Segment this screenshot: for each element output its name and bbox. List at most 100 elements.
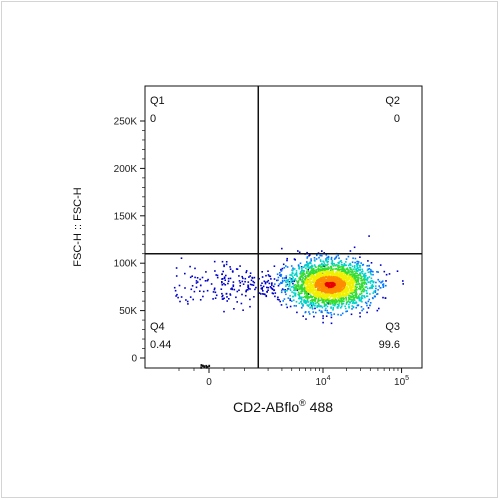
data-point — [304, 281, 307, 283]
data-point — [306, 251, 308, 254]
data-point — [261, 287, 264, 289]
data-point — [307, 282, 309, 284]
data-point — [342, 302, 345, 305]
data-point — [341, 293, 344, 296]
data-point — [373, 290, 375, 293]
data-point — [311, 296, 313, 298]
data-point — [310, 258, 312, 260]
data-point — [339, 286, 342, 289]
data-point — [306, 279, 308, 282]
data-point — [371, 287, 373, 289]
data-point — [307, 305, 310, 307]
data-point — [292, 276, 294, 279]
data-point — [332, 263, 334, 265]
data-point — [260, 293, 262, 295]
data-point — [348, 263, 351, 266]
data-point — [346, 281, 348, 283]
data-point — [342, 277, 345, 280]
data-point — [295, 279, 297, 282]
data-point — [312, 302, 314, 304]
data-point — [322, 317, 324, 320]
data-point — [271, 282, 273, 284]
data-point — [351, 298, 353, 301]
data-point — [366, 311, 368, 314]
data-point — [344, 271, 347, 273]
data-point — [318, 294, 320, 296]
data-point — [192, 298, 194, 301]
data-point — [348, 271, 350, 274]
data-point — [328, 267, 331, 269]
data-point — [240, 302, 243, 305]
data-point — [329, 282, 332, 285]
data-point — [193, 290, 196, 293]
data-point — [357, 275, 359, 277]
data-point — [332, 285, 334, 287]
data-point — [340, 305, 343, 308]
data-point — [291, 278, 294, 280]
data-point — [270, 287, 273, 289]
data-point — [250, 279, 253, 282]
data-point — [310, 286, 313, 288]
data-point — [326, 268, 328, 271]
data-point — [317, 276, 319, 278]
data-point — [223, 297, 225, 300]
data-point — [348, 269, 350, 271]
data-point — [354, 293, 357, 295]
data-point — [290, 265, 293, 267]
data-point — [226, 300, 228, 302]
data-point — [349, 287, 352, 289]
data-point — [320, 285, 323, 287]
y-axis-title: FSC-H :: FSC-H — [72, 187, 84, 266]
data-point — [324, 290, 327, 292]
data-point — [315, 276, 317, 278]
data-point — [322, 321, 324, 324]
data-point — [300, 290, 302, 293]
data-point — [360, 300, 362, 302]
data-point — [327, 298, 329, 300]
data-point — [369, 272, 372, 275]
data-point — [349, 276, 352, 278]
data-point — [329, 280, 332, 283]
data-point — [281, 277, 284, 279]
data-point — [355, 271, 357, 273]
scatter-points — [173, 235, 404, 369]
data-point — [333, 299, 336, 302]
data-point — [267, 279, 270, 282]
data-point — [221, 295, 223, 298]
data-point — [369, 304, 371, 307]
data-point — [326, 309, 328, 312]
data-point — [354, 277, 357, 280]
data-point — [309, 281, 312, 283]
data-point — [267, 270, 269, 272]
data-point — [364, 301, 367, 304]
data-point — [265, 295, 268, 298]
data-point — [258, 277, 260, 280]
data-point — [336, 276, 339, 279]
data-point — [326, 281, 329, 283]
data-point — [346, 310, 348, 312]
data-point — [301, 268, 303, 270]
data-point — [320, 279, 323, 281]
data-point — [370, 270, 373, 273]
data-point — [297, 250, 299, 252]
data-point — [330, 275, 332, 278]
data-point — [352, 279, 355, 282]
data-point — [335, 294, 337, 296]
data-point — [223, 277, 226, 279]
data-point — [220, 288, 223, 290]
data-point — [318, 309, 321, 312]
data-point — [362, 278, 364, 281]
data-point — [361, 286, 364, 289]
data-point — [316, 254, 318, 257]
data-point — [305, 264, 308, 266]
data-point — [314, 281, 316, 284]
data-point — [317, 273, 319, 275]
data-point — [298, 294, 300, 297]
data-point — [200, 364, 203, 367]
data-point — [319, 297, 321, 299]
data-point — [359, 266, 361, 269]
data-point — [355, 291, 357, 293]
data-point — [301, 289, 303, 291]
data-point — [339, 268, 342, 271]
data-point — [338, 257, 340, 259]
